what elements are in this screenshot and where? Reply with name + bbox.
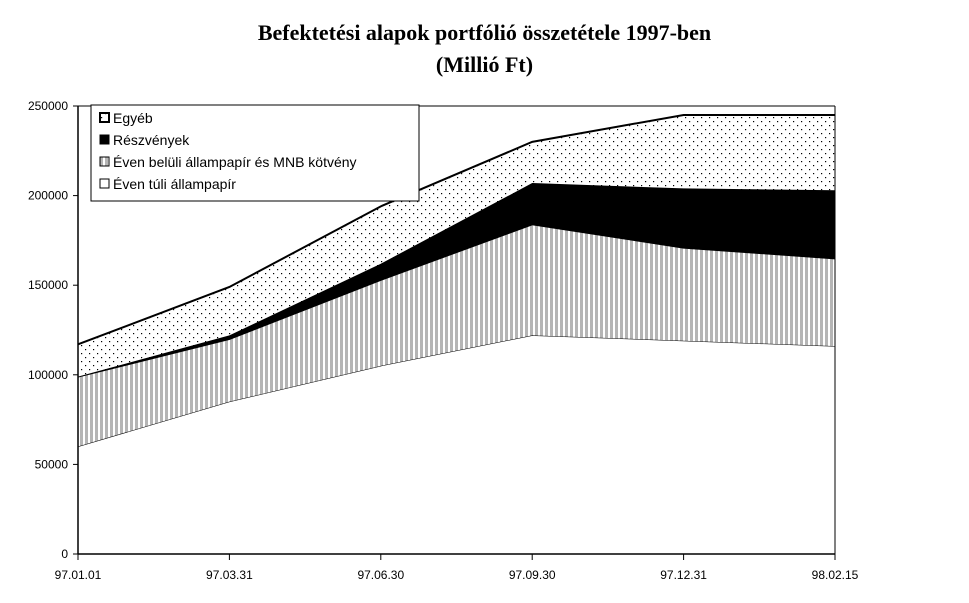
legend-label: Éven belüli állampapír és MNB kötvény — [113, 154, 357, 170]
legend: Egyéb Részvények Éven belüli állampapír és… — [90, 104, 420, 202]
y-tick-label: 100000 — [28, 368, 68, 382]
chart-title: Befektetési alapok portfólió összetétele… — [257, 20, 712, 45]
area-layer — [77, 113, 836, 554]
area-3 — [78, 114, 835, 377]
chart-subtitle: (Millió Ft) — [435, 52, 534, 77]
x-tick-label: 97.12.31 — [660, 568, 707, 582]
y-tick-label: 250000 — [28, 99, 68, 113]
legend-swatch — [99, 112, 110, 123]
legend-label: Éven túli állampapír — [113, 176, 236, 192]
area-0 — [78, 335, 835, 554]
x-tick-label: 97.03.31 — [206, 568, 253, 582]
y-tick-label: 200000 — [28, 189, 68, 203]
area-boundary-3 — [77, 113, 835, 346]
x-tick-label: 97.01.01 — [55, 568, 102, 582]
legend-swatch — [99, 134, 110, 145]
legend-label: Részvények — [113, 132, 190, 148]
y-tick-label: 50000 — [35, 457, 69, 471]
area-1 — [78, 224, 835, 447]
legend-swatch — [99, 178, 110, 189]
y-tick-label: 150000 — [28, 278, 68, 292]
legend-box — [90, 104, 420, 202]
legend-label: Egyéb — [113, 110, 153, 126]
legend-swatch — [99, 156, 110, 167]
x-tick-label: 97.09.30 — [509, 568, 556, 582]
x-tick-label: 98.02.15 — [812, 568, 859, 582]
y-tick-label: 0 — [61, 547, 68, 561]
area-2 — [78, 183, 835, 377]
x-tick-label: 97.06.30 — [357, 568, 404, 582]
